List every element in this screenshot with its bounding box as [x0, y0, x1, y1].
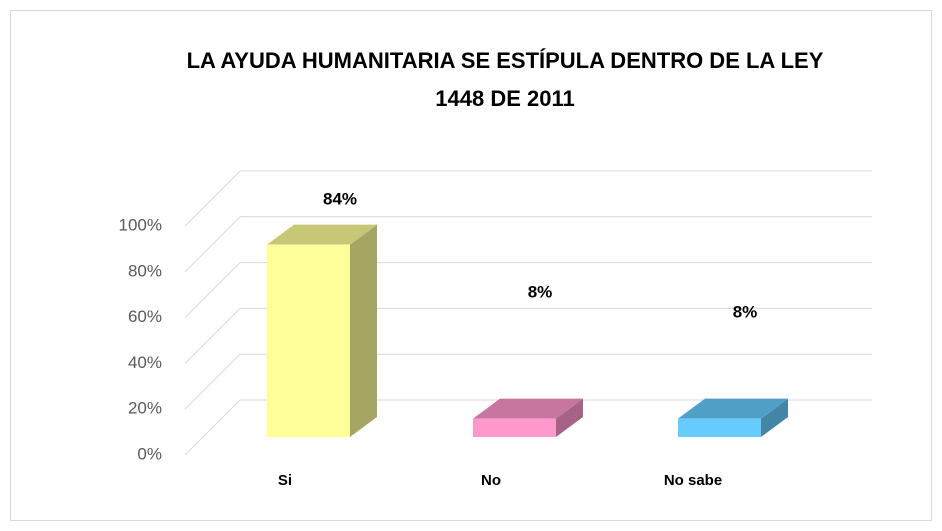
data-label: 8%	[733, 302, 758, 321]
bar-side	[350, 224, 377, 437]
y-tick-label: 20%	[128, 399, 162, 418]
grid-line	[184, 307, 872, 364]
y-tick-label: 0%	[137, 444, 162, 463]
bar-top	[267, 224, 377, 245]
grid-line	[184, 170, 872, 227]
y-tick-label: 60%	[128, 307, 162, 326]
y-tick-label: 100%	[119, 215, 162, 234]
chart-border	[10, 10, 932, 521]
chart-title: LA AYUDA HUMANITARIA SE ESTÍPULA DENTRO …	[187, 48, 824, 73]
y-tick-label: 40%	[128, 353, 162, 372]
bar	[678, 418, 761, 437]
bar-side	[761, 398, 788, 437]
data-label: 84%	[323, 189, 357, 208]
bar	[267, 244, 350, 437]
grid-line	[184, 353, 872, 410]
bar	[473, 418, 556, 437]
x-tick-label: No sabe	[664, 472, 722, 489]
x-tick-label: Si	[278, 472, 292, 489]
y-tick-label: 80%	[128, 261, 162, 280]
grid-line	[184, 262, 872, 318]
chart-subtitle: 1448 DE 2011	[435, 86, 574, 111]
grid-line	[184, 399, 872, 456]
data-label: 8%	[528, 282, 553, 301]
bar-side	[556, 398, 583, 437]
grid-line	[184, 216, 872, 273]
bar-top	[678, 398, 788, 419]
x-tick-label: No	[481, 472, 501, 489]
bar-top	[473, 398, 583, 419]
